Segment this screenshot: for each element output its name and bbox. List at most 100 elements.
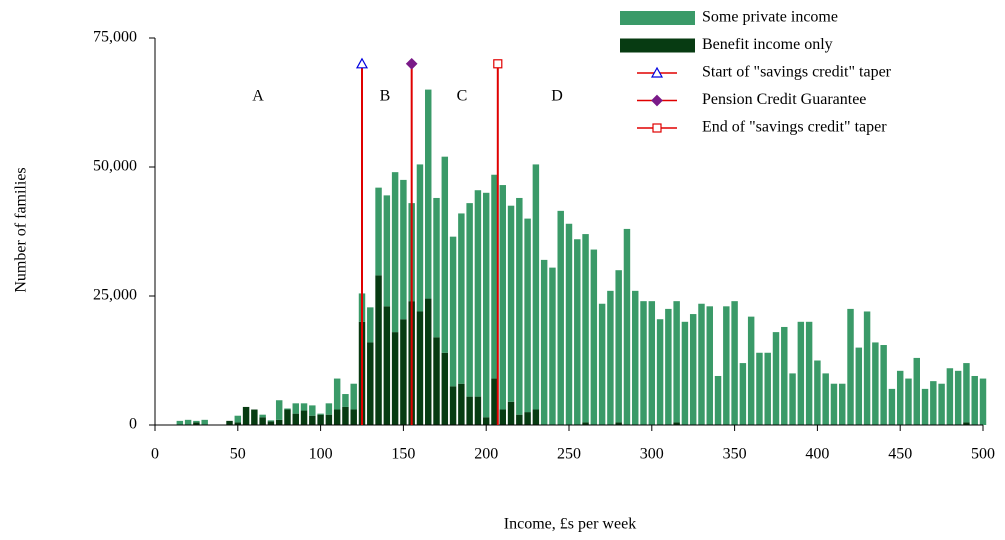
bar bbox=[582, 234, 589, 423]
x-tick-label: 150 bbox=[391, 446, 415, 463]
bar bbox=[400, 319, 407, 425]
region-label: D bbox=[551, 88, 563, 105]
bar bbox=[532, 409, 540, 425]
bar bbox=[623, 228, 631, 425]
bar bbox=[425, 89, 432, 299]
bar bbox=[706, 306, 713, 425]
y-axis-label: Number of families bbox=[13, 167, 30, 292]
bar bbox=[540, 259, 548, 425]
legend-marker bbox=[651, 94, 663, 107]
bar bbox=[946, 368, 954, 425]
bar bbox=[474, 190, 482, 397]
bar bbox=[913, 357, 920, 425]
bar bbox=[797, 321, 805, 425]
bar bbox=[847, 308, 854, 425]
bar bbox=[507, 205, 515, 402]
bar bbox=[333, 409, 341, 425]
bar bbox=[482, 417, 490, 425]
bar bbox=[449, 386, 457, 425]
bar bbox=[176, 420, 184, 425]
x-tick-label: 50 bbox=[230, 446, 246, 463]
bar bbox=[731, 301, 738, 425]
bar bbox=[764, 352, 771, 425]
legend-marker bbox=[650, 66, 664, 78]
bar bbox=[756, 352, 763, 425]
x-tick-label: 200 bbox=[474, 446, 498, 463]
bar bbox=[416, 164, 424, 312]
bar bbox=[383, 306, 391, 425]
y-tick-label: 0 bbox=[129, 416, 137, 433]
bar bbox=[888, 388, 896, 425]
bar bbox=[872, 342, 879, 425]
bar bbox=[789, 373, 796, 425]
bar bbox=[259, 414, 266, 418]
y-tick-label: 75,000 bbox=[93, 29, 137, 46]
bar bbox=[814, 360, 821, 425]
x-tick-label: 300 bbox=[640, 446, 664, 463]
threshold-marker bbox=[493, 59, 503, 69]
bar bbox=[201, 419, 208, 425]
bar bbox=[242, 406, 250, 425]
bar bbox=[391, 172, 399, 333]
bar bbox=[416, 311, 424, 425]
bar bbox=[267, 420, 275, 422]
bar bbox=[830, 383, 838, 425]
bar bbox=[375, 275, 382, 425]
legend-label: End of "savings credit" taper bbox=[702, 119, 887, 136]
x-axis-label: Income, £s per week bbox=[504, 516, 636, 533]
bar bbox=[772, 332, 780, 425]
bar bbox=[507, 401, 515, 425]
bar bbox=[309, 405, 316, 416]
bar bbox=[449, 236, 457, 387]
bar bbox=[689, 314, 697, 425]
bar bbox=[549, 267, 556, 425]
legend-swatch bbox=[620, 11, 695, 25]
bar bbox=[971, 375, 978, 425]
x-tick-label: 450 bbox=[888, 446, 912, 463]
y-tick-label: 50,000 bbox=[93, 158, 137, 175]
bar bbox=[292, 403, 299, 414]
threshold-marker bbox=[355, 57, 369, 69]
bar bbox=[855, 347, 863, 425]
bar bbox=[516, 197, 523, 415]
bar bbox=[574, 239, 581, 425]
bar bbox=[466, 203, 473, 397]
legend-label: Some private income bbox=[702, 9, 838, 26]
bar bbox=[590, 249, 598, 425]
bar bbox=[532, 164, 540, 410]
bar bbox=[333, 378, 341, 410]
bar bbox=[963, 363, 970, 423]
bar bbox=[458, 383, 465, 425]
x-tick-label: 250 bbox=[557, 446, 581, 463]
bar bbox=[905, 378, 912, 425]
bar bbox=[863, 311, 871, 425]
threshold-marker bbox=[405, 57, 418, 70]
bar bbox=[275, 400, 283, 420]
bar bbox=[698, 303, 705, 425]
bar bbox=[309, 415, 316, 425]
bar bbox=[433, 337, 440, 425]
bar bbox=[441, 352, 449, 425]
bar bbox=[325, 414, 333, 425]
bar bbox=[474, 396, 482, 425]
bar bbox=[482, 192, 490, 418]
bar bbox=[491, 378, 498, 425]
legend-label: Benefit income only bbox=[702, 36, 833, 53]
bar bbox=[400, 179, 407, 320]
x-tick-label: 100 bbox=[309, 446, 333, 463]
bar bbox=[681, 321, 689, 425]
legend-label: Start of "savings credit" taper bbox=[702, 64, 892, 81]
bar bbox=[226, 420, 233, 425]
bar bbox=[723, 306, 730, 425]
bar bbox=[930, 381, 937, 425]
region-label: B bbox=[380, 88, 391, 105]
bar bbox=[491, 174, 498, 379]
bar bbox=[367, 342, 374, 425]
bar bbox=[275, 419, 283, 425]
x-tick-label: 500 bbox=[971, 446, 995, 463]
bar bbox=[375, 187, 382, 276]
bar bbox=[938, 383, 945, 425]
bar bbox=[516, 414, 523, 425]
bar bbox=[342, 394, 349, 407]
